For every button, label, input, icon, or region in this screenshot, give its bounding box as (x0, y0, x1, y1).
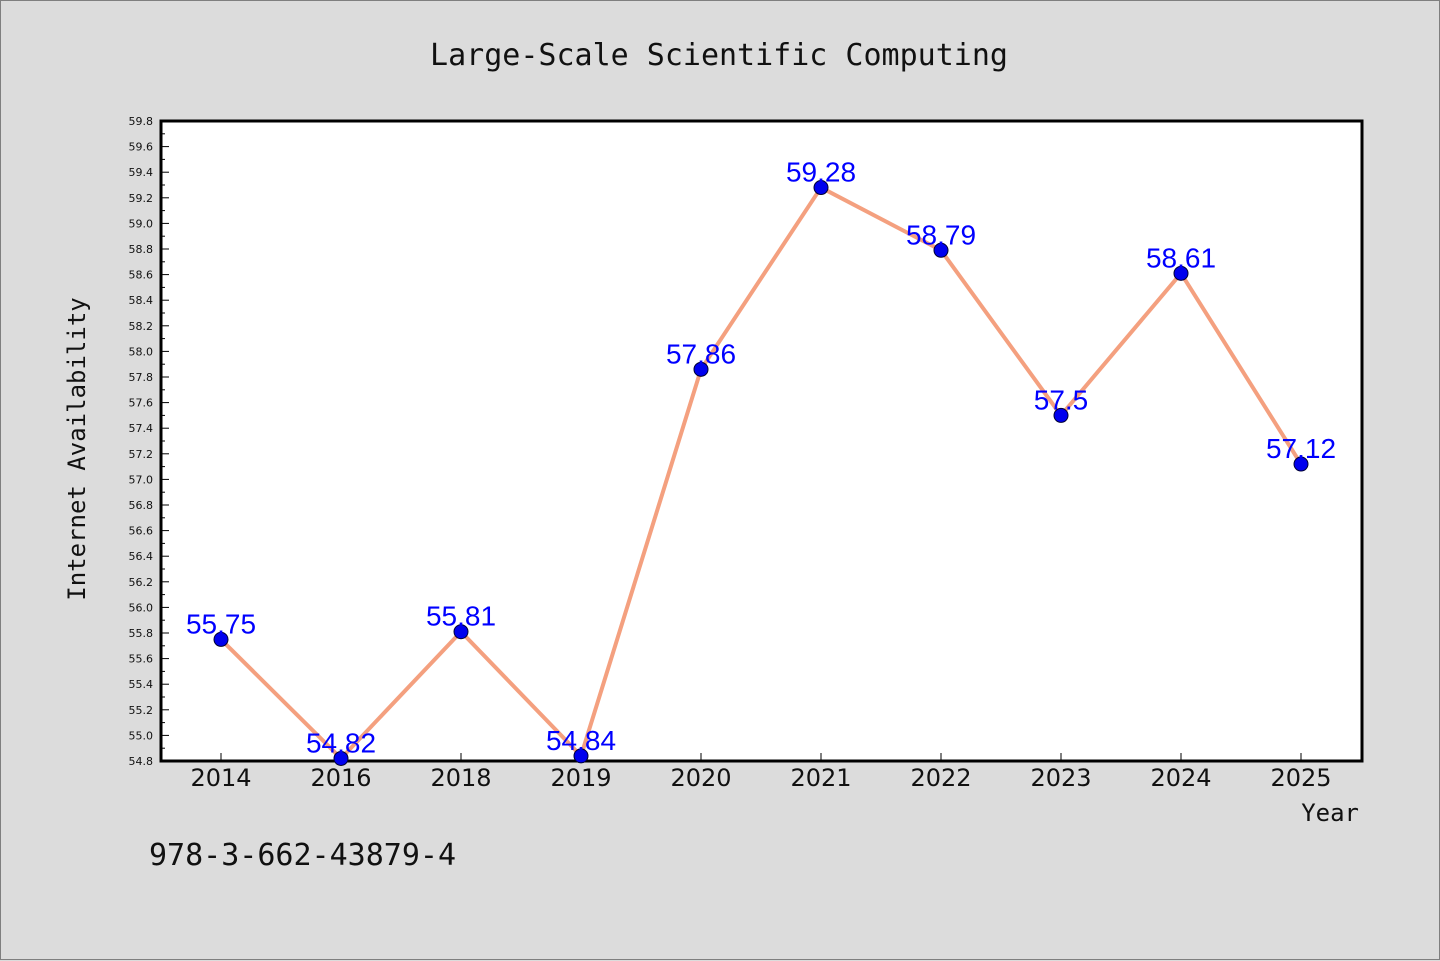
y-tick-label: 55.2 (129, 704, 154, 717)
x-tick-label: 2020 (670, 764, 731, 792)
data-point (1173, 265, 1189, 281)
y-tick-label: 56.6 (129, 525, 154, 538)
data-label: 59.28 (786, 157, 856, 188)
y-tick-label: 58.0 (129, 345, 154, 358)
y-tick-label: 57.0 (129, 473, 154, 486)
footnote-isbn: 978-3-662-43879-4 (149, 838, 456, 873)
y-tick-label: 57.2 (129, 448, 154, 461)
data-label: 57.5 (1034, 384, 1089, 415)
data-label: 54.84 (546, 725, 616, 756)
data-label: 55.81 (426, 601, 496, 632)
y-tick-label: 59.6 (129, 141, 154, 154)
data-label: 58.79 (906, 219, 976, 250)
y-tick-label: 55.8 (129, 627, 154, 640)
x-tick-label: 2023 (1030, 764, 1091, 792)
data-label: 57.86 (666, 338, 736, 369)
x-tick-label: 2021 (790, 764, 851, 792)
series-line-group (219, 185, 1303, 761)
y-tick-label: 59.2 (129, 192, 154, 205)
data-point (1293, 456, 1309, 472)
y-tick-label: 59.8 (129, 115, 154, 128)
data-point (453, 624, 469, 640)
plot-area (159, 119, 1364, 763)
y-tick-label: 59.0 (129, 217, 154, 230)
data-point (813, 180, 829, 196)
y-tick-label: 56.2 (129, 576, 154, 589)
data-markers (213, 180, 1309, 766)
x-axis-ticks: 2014 2016 2018 2019 2020 2021 2022 2023 2024 2025 (190, 753, 1332, 792)
data-point (333, 750, 349, 766)
y-tick-label: 58.4 (129, 294, 154, 307)
y-tick-label: 57.8 (129, 371, 154, 384)
y-tick-label: 56.0 (129, 601, 154, 614)
data-point (693, 361, 709, 377)
y-tick-label: 54.8 (129, 755, 154, 768)
data-label: 54.82 (306, 727, 376, 758)
y-axis-title: Internet Availability (63, 297, 91, 600)
x-tick-label: 2025 (1270, 764, 1331, 792)
x-axis-title: Year (1301, 799, 1359, 827)
y-tick-label: 59.4 (129, 166, 154, 179)
x-tick-label: 2018 (430, 764, 491, 792)
y-tick-label: 55.4 (129, 678, 154, 691)
chart-title: Large-Scale Scientific Computing (430, 38, 1008, 73)
data-point (933, 242, 949, 258)
x-tick-label: 2024 (1150, 764, 1211, 792)
y-axis-ticks: 54.8 55.0 55.2 55.4 55.6 55.8 56.0 56.2 56.4 56.6… (129, 115, 169, 768)
y-tick-label: 56.8 (129, 499, 154, 512)
series-line (219, 185, 1303, 761)
x-tick-label: 2014 (190, 764, 251, 792)
data-label: 58.61 (1146, 242, 1216, 273)
y-tick-label: 56.4 (129, 550, 154, 563)
data-point (573, 748, 589, 764)
data-labels: 55.75 54.82 55.81 54.84 57.86 59.28 58.79 57.5 5… (186, 157, 1336, 759)
y-tick-label: 57.6 (129, 397, 154, 410)
y-tick-label: 57.4 (129, 422, 154, 435)
data-label: 55.75 (186, 608, 256, 639)
data-point (1053, 407, 1069, 423)
y-tick-label: 58.8 (129, 243, 154, 256)
data-point (213, 631, 229, 647)
y-tick-label: 55.0 (129, 729, 154, 742)
y-tick-label: 55.6 (129, 653, 154, 666)
y-tick-label: 58.6 (129, 269, 154, 282)
data-label: 57.12 (1266, 433, 1336, 464)
x-tick-label: 2022 (910, 764, 971, 792)
y-tick-label: 58.2 (129, 320, 154, 333)
x-tick-label: 2016 (310, 764, 371, 792)
x-tick-label: 2019 (550, 764, 611, 792)
